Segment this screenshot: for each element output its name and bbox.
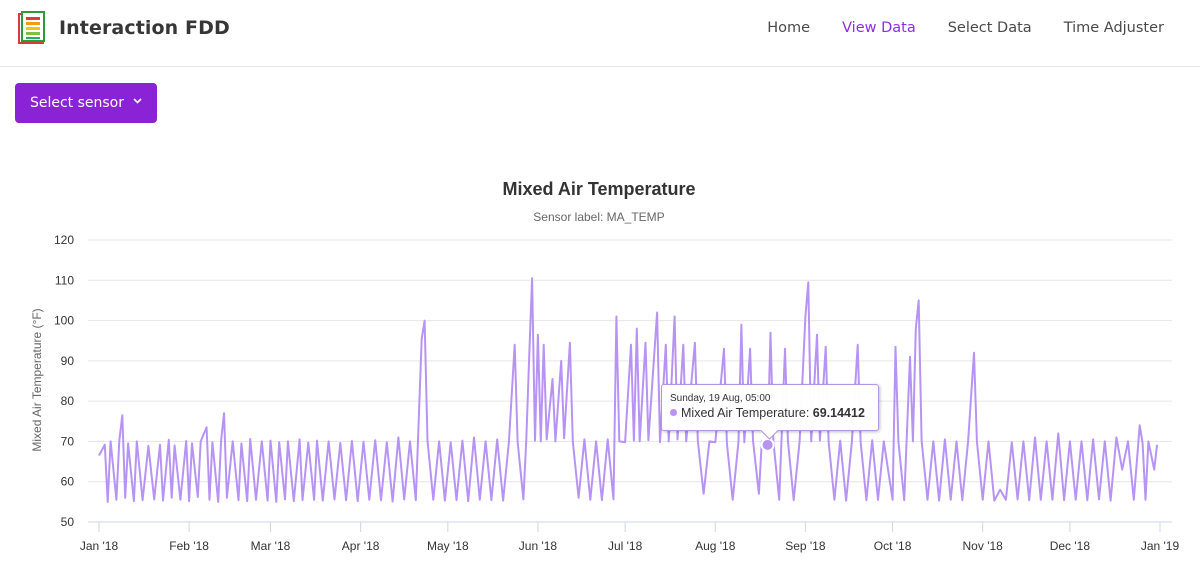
chart-subtitle: Sensor label: MA_TEMP	[533, 210, 664, 224]
tooltip-date: Sunday, 19 Aug, 05:00	[670, 393, 771, 404]
x-tick-label: Nov '18	[963, 539, 1004, 553]
chevron-down-icon	[133, 97, 142, 107]
x-tick-label: Feb '18	[169, 539, 209, 553]
x-tick-label: Jan '19	[1141, 539, 1180, 553]
y-tick-label: 60	[61, 475, 75, 489]
navbar: Interaction FDD Home View Data Select Da…	[0, 0, 1200, 67]
select-sensor-button[interactable]: Select sensor	[15, 83, 157, 123]
nav-select-data[interactable]: Select Data	[947, 20, 1032, 36]
x-axis: Jan '18 Feb '18 Mar '18 Apr '18 May '18 Jun '…	[80, 521, 1180, 553]
y-axis-label: Mixed Air Temperature (°F)	[30, 308, 44, 451]
x-tick-label: Oct '18	[874, 539, 912, 553]
series-dot-icon	[670, 409, 677, 416]
hover-point[interactable]	[760, 437, 775, 452]
x-tick-label: Apr '18	[342, 539, 380, 553]
x-tick-label: Jan '18	[80, 539, 119, 553]
x-tick-label: Mar '18	[251, 539, 291, 553]
series-group	[98, 277, 1159, 503]
main-nav: Home View Data Select Data Time Adjuster	[751, 0, 1180, 56]
tooltip-value: 69.14412	[812, 406, 865, 420]
y-tick-label: 80	[61, 394, 75, 408]
x-tick-label: Jun '18	[519, 539, 558, 553]
x-tick-label: May '18	[427, 539, 469, 553]
y-tick-label: 120	[54, 233, 74, 247]
y-tick-label: 90	[61, 354, 75, 368]
bar-chart-notebook-icon	[18, 11, 45, 44]
series-line[interactable]	[98, 277, 1159, 503]
y-axis-ticks: 50 60 70 80 90 100 110 120	[54, 233, 74, 529]
nav-home[interactable]: Home	[767, 20, 811, 36]
chart-tooltip: Sunday, 19 Aug, 05:00 Mixed Air Temperat…	[661, 384, 879, 440]
chart-title: Mixed Air Temperature	[502, 179, 695, 199]
x-tick-label: Aug '18	[695, 539, 736, 553]
x-tick-label: Sep '18	[785, 539, 826, 553]
tooltip-line: Mixed Air Temperature: 69.14412	[670, 406, 865, 420]
y-tick-label: 100	[54, 314, 74, 328]
y-tick-label: 70	[61, 434, 75, 448]
app-title: Interaction FDD	[59, 17, 230, 39]
chart-container: Mixed Air Temperature Sensor label: MA_T…	[0, 150, 1200, 566]
hover-marker	[760, 437, 775, 452]
y-tick-label: 50	[61, 515, 75, 529]
line-chart[interactable]: Mixed Air Temperature Sensor label: MA_T…	[0, 150, 1200, 566]
x-tick-label: Jul '18	[608, 539, 643, 553]
brand[interactable]: Interaction FDD	[18, 11, 230, 45]
y-tick-label: 110	[55, 273, 74, 287]
nav-view-data[interactable]: View Data	[842, 20, 916, 36]
tooltip-series-label: Mixed Air Temperature:	[681, 406, 810, 420]
x-tick-label: Dec '18	[1050, 539, 1091, 553]
nav-time-adjuster[interactable]: Time Adjuster	[1063, 20, 1164, 36]
select-sensor-label: Select sensor	[29, 95, 125, 111]
